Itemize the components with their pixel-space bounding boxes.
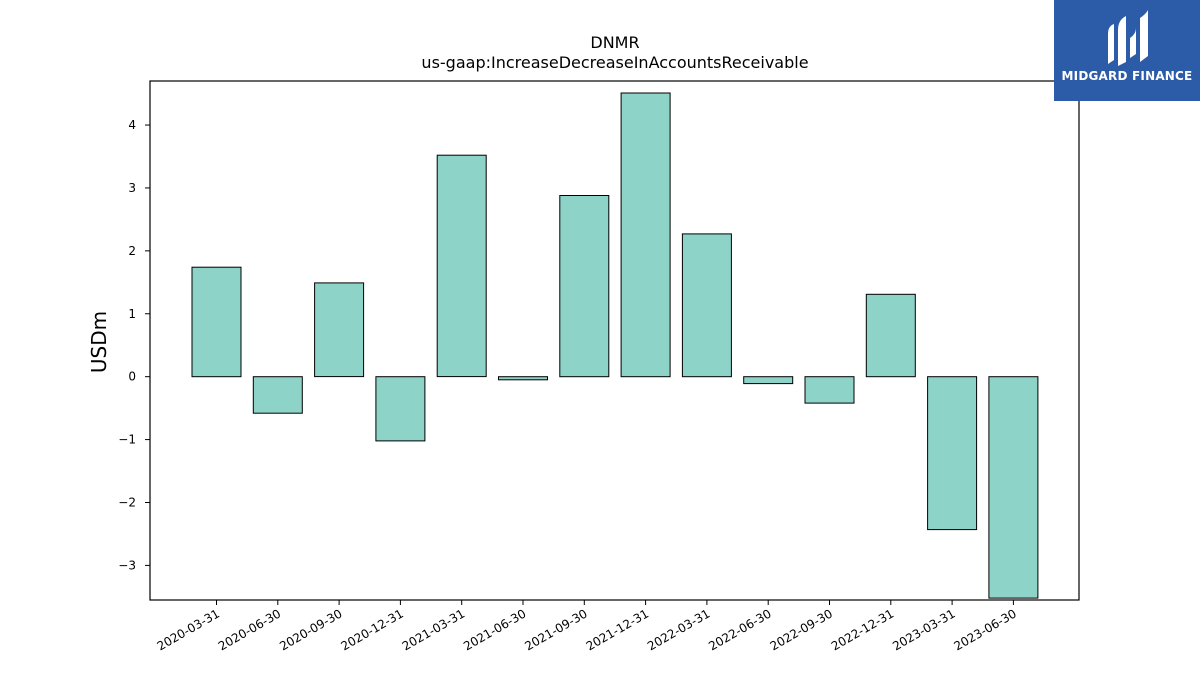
y-tick-label: 3 [128,181,136,195]
y-tick-label: −1 [118,433,136,447]
x-tick-label: 2021-03-31 [400,606,467,653]
x-tick-label: 2023-06-30 [951,606,1018,653]
y-tick-label: 4 [128,118,136,132]
chart-title: DNMR [590,33,639,52]
bars-layer [191,92,1039,599]
bar-2022-12-31 [865,293,916,378]
y-tick-label: 1 [128,307,136,321]
y-tick-label: −2 [118,495,136,509]
chart-subtitle: us-gaap:IncreaseDecreaseInAccountsReceiv… [421,53,808,72]
bar-2021-06-30 [498,376,548,381]
bar-2022-03-31 [681,233,732,378]
midgard-logo-icon [1108,10,1148,66]
bar-2023-06-30 [988,376,1039,599]
y-tick-label: 2 [128,244,136,258]
bar-2021-12-31 [620,92,671,378]
bar-2022-09-30 [804,376,855,404]
x-tick-label: 2020-12-31 [338,606,405,653]
bar-2022-06-30 [743,376,794,385]
x-tick-label: 2021-06-30 [461,606,528,653]
y-tick-label: 0 [128,370,136,384]
y-axis-label: USDm [87,311,111,373]
x-axis: 2020-03-312020-06-302020-09-302020-12-31… [155,600,1019,653]
x-tick-label: 2021-09-30 [522,606,589,653]
bar-2020-12-31 [375,376,426,442]
bar-2020-06-30 [252,376,303,414]
x-tick-label: 2020-09-30 [277,606,344,653]
x-tick-label: 2020-06-30 [216,606,283,653]
bar-2020-09-30 [314,282,365,378]
x-tick-label: 2021-12-31 [584,606,651,653]
y-axis: −3 −2 −1 0 1 2 3 4 [118,118,150,572]
x-tick-label: 2022-09-30 [768,606,835,653]
bar-2021-09-30 [559,195,610,378]
bar-2023-03-31 [927,376,978,531]
x-tick-label: 2022-06-30 [706,606,773,653]
bar-2020-03-31 [191,266,242,378]
bar-2021-03-31 [436,154,487,378]
plot-frame [149,80,1080,601]
x-tick-label: 2023-03-31 [890,606,957,653]
x-tick-label: 2022-12-31 [829,606,896,653]
brand-logo-text: MIDGARD FINANCE [1061,69,1193,83]
y-tick-label: −3 [118,558,136,572]
x-tick-label: 2022-03-31 [645,606,712,653]
brand-logo: MIDGARD FINANCE [1054,0,1200,101]
x-tick-label: 2020-03-31 [155,606,222,653]
